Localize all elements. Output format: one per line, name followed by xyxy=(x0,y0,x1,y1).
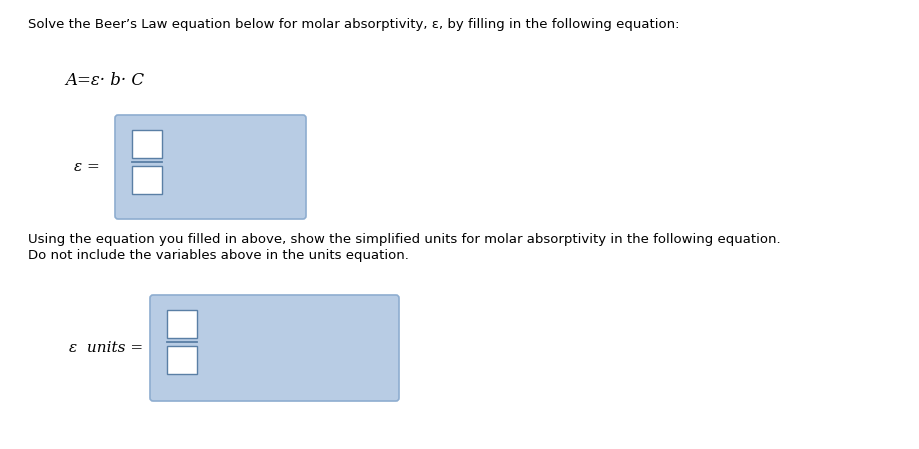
FancyBboxPatch shape xyxy=(167,310,197,338)
FancyBboxPatch shape xyxy=(132,166,162,194)
FancyBboxPatch shape xyxy=(115,115,306,219)
FancyBboxPatch shape xyxy=(132,130,162,158)
FancyBboxPatch shape xyxy=(150,295,399,401)
Text: A=ε· b· C: A=ε· b· C xyxy=(65,72,144,89)
Text: Do not include the variables above in the units equation.: Do not include the variables above in th… xyxy=(28,249,409,262)
FancyBboxPatch shape xyxy=(167,346,197,374)
Text: ε  units =: ε units = xyxy=(69,341,143,355)
Text: Using the equation you filled in above, show the simplified units for molar abso: Using the equation you filled in above, … xyxy=(28,233,780,246)
Text: Solve the Beer’s Law equation below for molar absorptivity, ε, by filling in the: Solve the Beer’s Law equation below for … xyxy=(28,18,679,31)
Text: ε =: ε = xyxy=(74,160,100,174)
